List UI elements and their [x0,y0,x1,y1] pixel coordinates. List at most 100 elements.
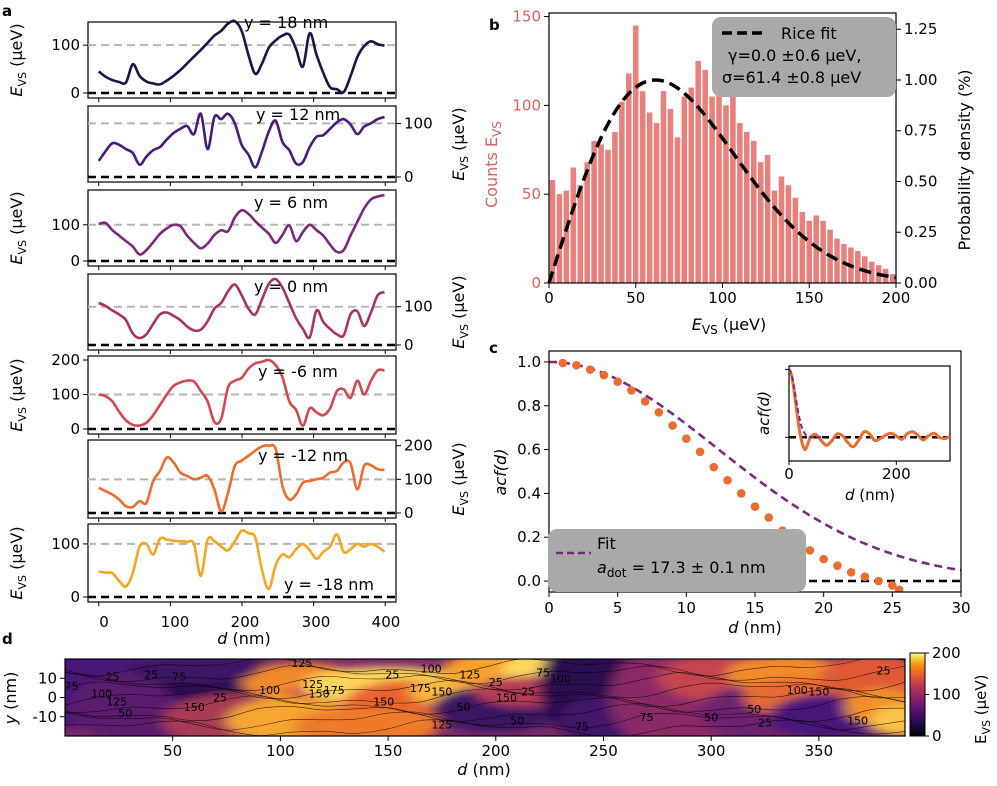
histogram-bar [702,69,708,283]
histogram-bar [556,194,563,283]
y-tick-label: 0 [70,84,80,102]
histogram-bar [868,261,875,283]
y-tick-label: 0.4 [517,484,541,502]
panel-b-legend-sigma: σ=61.4 ±0.8 μeV [722,68,861,87]
y-tick-label: 0 [404,504,414,522]
trace-ylabel-main: E [7,421,26,432]
contour-label: 75 [172,670,186,683]
contour-line [65,711,905,731]
histogram-bar [813,215,819,283]
trace-line [98,193,385,256]
histogram-bar [716,73,722,283]
acf-data-point [695,447,705,457]
histogram-bar [806,220,813,283]
left-tick-label: 50 [522,185,541,203]
histogram-bar [619,101,625,283]
panel-c-inset-xlabel-unit: (nm) [854,486,895,504]
contour-label: 125 [431,718,452,731]
histogram-bar [730,87,736,284]
y-tick-label: 0 [70,588,80,606]
panel-a-xtick-400: 400 [372,613,401,631]
acf-data-point [888,581,897,590]
panel-c-xlabel-var: d [728,618,739,637]
trace-label: y = -6 nm [258,362,338,381]
contour-label: 125 [302,678,323,691]
histogram-bar [688,87,695,284]
trace-ylabel-unit: (μeV) [449,275,468,324]
acf-data-point [750,502,760,511]
contour-label: 175 [410,682,431,695]
histogram-bar [639,91,646,283]
y-tick-label: 100 [51,36,80,54]
panel-a-xtick-0: 0 [99,613,109,631]
acf-data-point [819,554,828,564]
contour-label: 125 [291,657,312,670]
histogram-bar [646,112,653,283]
contour-label: 25 [876,665,890,678]
trace-label: y = 0 nm [254,277,328,296]
histogram-bar [778,176,785,283]
contour-label: 75 [64,680,78,693]
histogram-bar [737,123,743,283]
contour-label: 125 [459,668,480,681]
x-tick-label: 20 [814,599,833,617]
inset-acf-line [789,368,950,452]
trace-ylabel: EVS (μeV) [7,526,29,599]
y-tick-label: 100 [404,114,433,132]
trace-ylabel: EVS (μeV) [7,191,29,264]
contour-label: 25 [758,717,772,730]
panel-d-xlabel-var: d [457,760,468,779]
histogram-bar [591,140,597,283]
histogram-bar [750,140,757,283]
panel-b-left-ylabel-sub: VS [490,121,504,137]
contour-label: 25 [489,676,503,689]
trace-line [98,529,386,591]
x-tick-label: 250 [589,742,618,760]
panel-c-legend-adot-sub: dot [607,566,627,580]
contour-label: 75 [536,666,550,679]
contour-label: 150 [309,688,330,701]
panel-d-ylabel-unit: (nm) [1,672,20,715]
histogram-bar [799,211,806,283]
histogram-bar [709,96,715,283]
y-tick-label: 10 [38,669,57,687]
acf-data-point [894,585,904,592]
histogram-bar [570,167,577,283]
y-tick-label: 100 [51,535,80,553]
histogram-bar [757,162,764,283]
panel-b-legend-gamma: γ=0.0 ±0.6 μeV, [728,46,861,65]
trace-ylabel-sub: VS [458,491,471,506]
acf-data-point [682,434,691,443]
panel-d-colorbar-label-main: E [972,735,990,744]
trace-label: y = -18 nm [284,575,374,594]
heatmap-region [870,705,905,736]
panel-d-colorbar-label-unit: (μeV) [972,674,990,720]
contour-label: 50 [704,711,718,724]
contour-label: 100 [259,684,280,697]
trace-line [97,112,385,169]
colorbar-tick-label: 200 [932,644,961,662]
y-tick-label: -10 [33,708,58,726]
panel-label-c: c [489,339,498,357]
histogram-bar [855,251,861,283]
histogram-bar [626,73,632,283]
histogram-bar [834,238,840,283]
histogram-bar [723,105,729,283]
histogram-bar [889,274,896,283]
contour-line [65,695,905,715]
histogram-bar [549,179,556,283]
x-tick-label: 50 [163,742,182,760]
trace-label: y = 6 nm [254,193,328,212]
x-tick-label: 30 [951,599,970,617]
y-tick-label: 100 [51,386,80,404]
panel-d-ylabel: y (nm) [1,672,20,726]
x-tick-label: 10 [677,599,696,617]
left-tick-label: 100 [512,96,541,114]
trace-ylabel-unit: (μeV) [7,191,26,240]
contour-label: 100 [787,684,808,697]
acf-data-point [627,386,636,395]
x-tick-label: 100 [708,289,737,307]
histogram-bar [598,144,604,283]
acf-data-point [833,561,842,571]
